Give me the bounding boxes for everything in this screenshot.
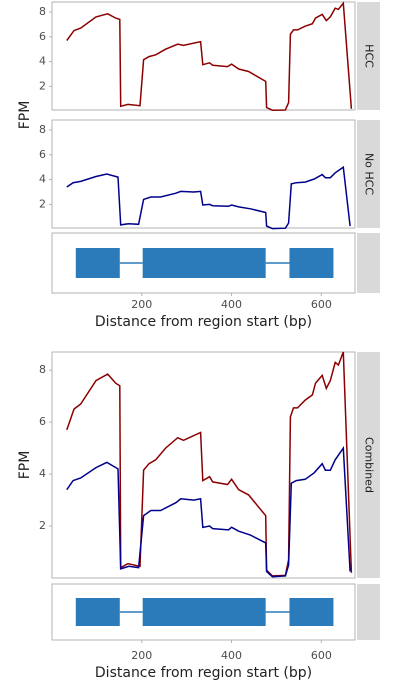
x-tick-label: 200 bbox=[131, 649, 152, 662]
panel bbox=[51, 119, 356, 229]
x-tick-label: 600 bbox=[311, 298, 332, 311]
y-tick-label: 6 bbox=[39, 415, 46, 428]
y-tick-label: 4 bbox=[39, 55, 46, 68]
strip bbox=[357, 2, 380, 110]
y-tick-label: 8 bbox=[39, 363, 46, 376]
strip-label: No HCC bbox=[363, 153, 376, 195]
exon bbox=[289, 598, 334, 626]
strip bbox=[357, 352, 380, 578]
x-axis-label: Distance from region start (bp) bbox=[95, 665, 312, 681]
y-tick-label: 4 bbox=[39, 173, 46, 186]
x-tick-label: 600 bbox=[311, 649, 332, 662]
y-axis-label: FPM bbox=[17, 451, 33, 480]
panel bbox=[51, 351, 356, 579]
strip bbox=[357, 233, 380, 293]
y-tick-label: 8 bbox=[39, 123, 46, 136]
y-tick-label: 2 bbox=[39, 519, 46, 532]
x-tick-label: 200 bbox=[131, 298, 152, 311]
y-tick-label: 6 bbox=[39, 148, 46, 161]
x-tick-label: 400 bbox=[221, 298, 242, 311]
x-axis-label: Distance from region start (bp) bbox=[95, 314, 312, 330]
line bbox=[66, 1, 353, 111]
exon bbox=[142, 598, 266, 626]
panel bbox=[51, 1, 356, 111]
strip bbox=[357, 584, 380, 640]
exon bbox=[75, 598, 120, 626]
line bbox=[66, 445, 351, 578]
y-axis-label: FPM bbox=[17, 101, 33, 130]
exon bbox=[142, 248, 266, 278]
strip-label: HCC bbox=[363, 44, 376, 68]
x-tick-label: 400 bbox=[221, 649, 242, 662]
y-tick-label: 2 bbox=[39, 79, 46, 92]
strip-label: Combined bbox=[363, 437, 376, 493]
y-tick-label: 2 bbox=[39, 197, 46, 210]
exon bbox=[289, 248, 334, 278]
y-tick-label: 4 bbox=[39, 467, 46, 480]
y-tick-label: 8 bbox=[39, 5, 46, 18]
exon bbox=[75, 248, 120, 278]
y-tick-label: 6 bbox=[39, 30, 46, 43]
line bbox=[66, 165, 351, 230]
strip bbox=[357, 120, 380, 228]
